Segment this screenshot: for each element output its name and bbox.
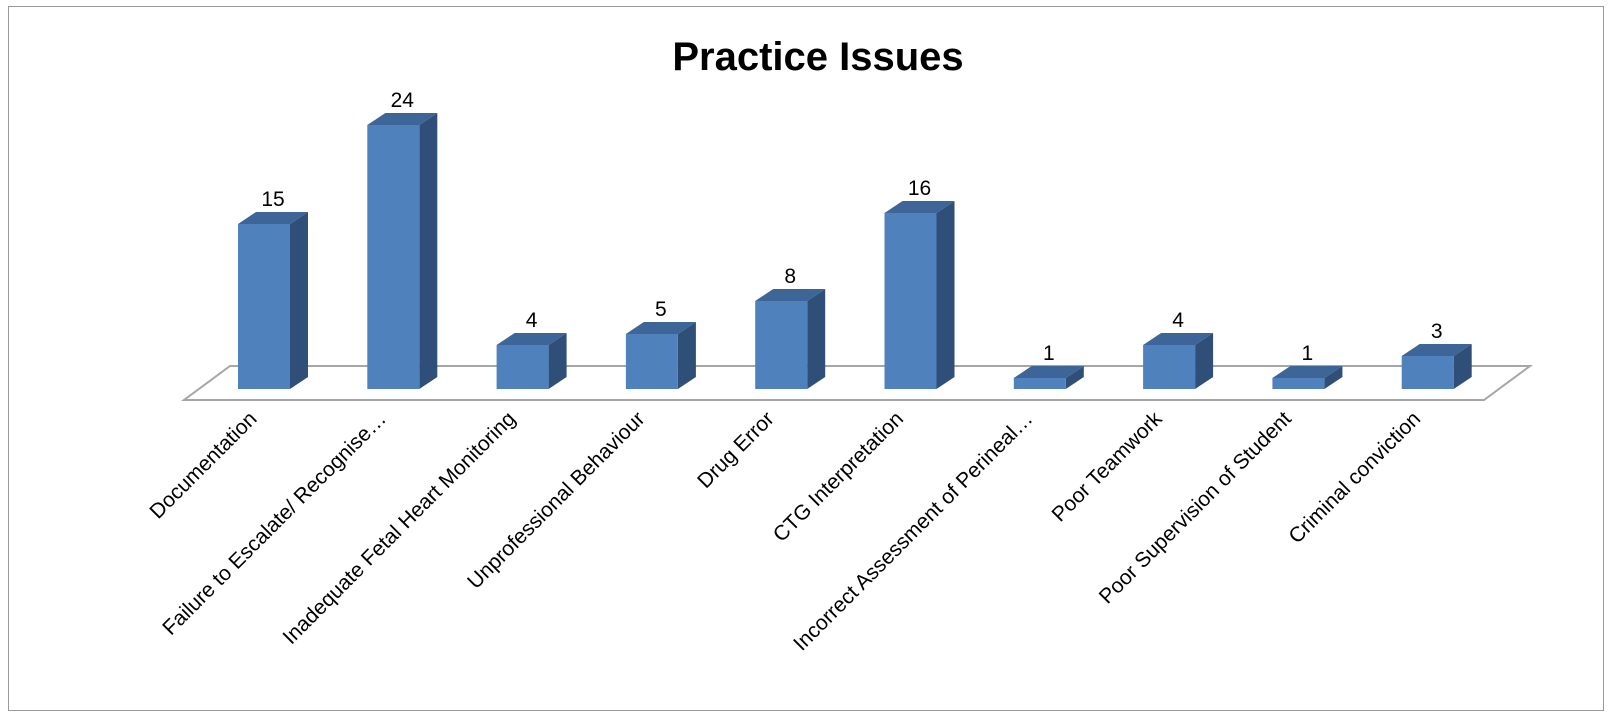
bar-front <box>1143 345 1196 389</box>
bar <box>496 333 567 389</box>
bar <box>1013 366 1084 389</box>
bar <box>1143 333 1214 389</box>
bar-top <box>1143 333 1214 345</box>
bar-front <box>884 213 937 389</box>
bar-front <box>496 345 549 389</box>
bar-top <box>496 333 567 345</box>
bar-side <box>419 113 438 389</box>
bar-side <box>677 322 696 389</box>
bar-side <box>1453 344 1472 389</box>
data-label: 4 <box>1172 309 1184 332</box>
data-label: 15 <box>261 188 284 211</box>
bar <box>884 201 955 389</box>
bar-front <box>1272 378 1325 389</box>
category-label: Inadequate Fetal Heart Monitoring <box>279 407 521 649</box>
data-label: 5 <box>655 298 667 321</box>
bar-side <box>290 212 308 389</box>
bars-layer <box>238 113 1472 389</box>
bar <box>625 322 696 389</box>
data-label: 16 <box>908 177 931 200</box>
bar-front <box>1401 356 1454 389</box>
bar-top <box>755 289 826 301</box>
data-label: 8 <box>784 265 796 288</box>
bar-side <box>1324 366 1343 389</box>
bar-front <box>367 125 420 389</box>
bar-side <box>548 333 567 389</box>
bar-front <box>238 224 290 389</box>
bar-top <box>238 212 308 224</box>
data-label: 24 <box>391 89 415 112</box>
bar-front <box>755 301 808 389</box>
data-label: 1 <box>1043 342 1055 365</box>
bar-side <box>1065 366 1084 389</box>
category-label: Drug Error <box>693 407 779 493</box>
bar-top <box>1013 366 1084 378</box>
bar-front <box>1013 378 1066 389</box>
category-label: Incorrect Assessment of Perineal… <box>789 407 1037 655</box>
category-label: CTG Interpretation <box>769 407 908 546</box>
bar-top <box>1272 366 1343 378</box>
data-label: 1 <box>1302 342 1314 365</box>
chart-title: Practice Issues <box>672 35 963 79</box>
bar <box>1272 366 1343 389</box>
bar <box>1401 344 1472 389</box>
category-label: Poor Teamwork <box>1047 407 1167 527</box>
category-label: Criminal conviction <box>1284 407 1425 548</box>
bar-side <box>807 289 826 389</box>
bar-top <box>367 113 438 125</box>
bar-top <box>884 201 955 213</box>
data-label: 3 <box>1431 320 1443 343</box>
bar-front <box>625 334 678 389</box>
bar-top <box>625 322 696 334</box>
category-label: Documentation <box>145 407 261 523</box>
bar-side <box>936 201 955 389</box>
category-label: Failure to Escalate/ Recognise… <box>158 407 391 640</box>
bar <box>238 212 308 389</box>
bar <box>367 113 438 389</box>
value-labels-layer: 15 24 4 5 8 16 1 4 1 3 <box>261 89 1442 365</box>
data-label: 4 <box>526 309 538 332</box>
bar <box>755 289 826 389</box>
bar-side <box>1195 333 1214 389</box>
bar-top <box>1401 344 1472 356</box>
